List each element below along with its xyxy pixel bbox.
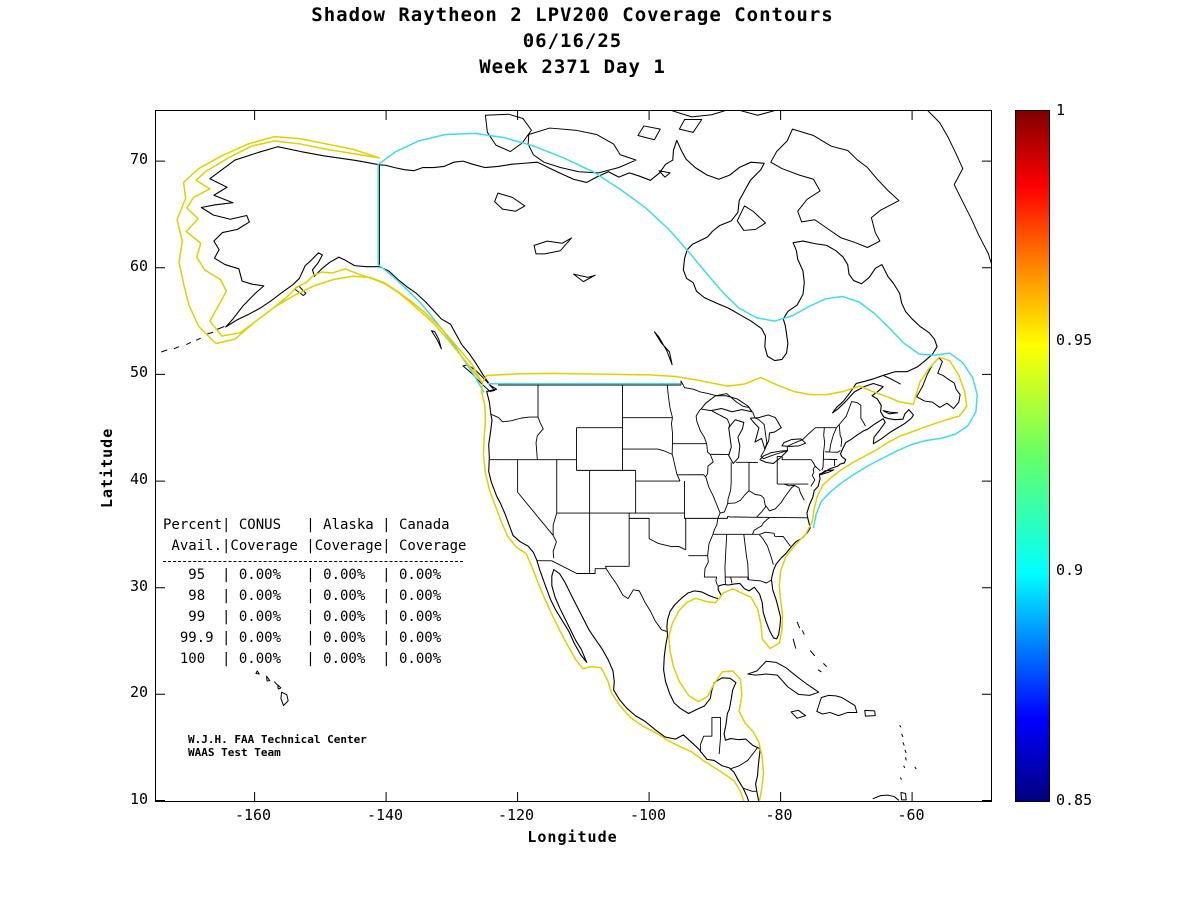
colorbar: [1015, 110, 1050, 802]
y-axis-label: Latitude: [98, 427, 116, 508]
contour-level-090: [378, 133, 977, 528]
availability-table-rows: 95 | 0.00% | 0.00% | 0.00% 98 | 0.00% | …: [163, 565, 466, 670]
x-tick-label: -60: [897, 806, 925, 824]
islands-path: [161, 111, 991, 800]
y-tick-label: 70: [129, 150, 148, 168]
great-lakes-path: [495, 193, 806, 463]
table-row: 99 | 0.00% | 0.00% | 0.00%: [163, 609, 442, 625]
state-borders-path: [380, 165, 866, 792]
credit-block: W.J.H. FAA Technical Center WAAS Test Te…: [188, 733, 367, 759]
table-row: 98 | 0.00% | 0.00% | 0.00%: [163, 588, 442, 604]
table-dashed-separator: [163, 561, 463, 562]
y-tick-label: 10: [129, 790, 148, 808]
colorbar-gradient: [1016, 111, 1049, 801]
availability-table: Percent| CONUS | Alaska | Canada Avail.|…: [163, 515, 466, 670]
y-tick-label: 60: [129, 257, 148, 275]
title-line-1: Shadow Raytheon 2 LPV200 Coverage Contou…: [311, 4, 834, 26]
table-header-line-1: Percent| CONUS | Alaska | Canada: [163, 517, 450, 533]
title-line-2: 06/16/25: [522, 30, 623, 52]
colorbar-tick-label: 0.9: [1056, 561, 1084, 579]
y-tick-label: 40: [129, 470, 148, 488]
x-axis-label: Longitude: [527, 828, 618, 846]
table-row: 100 | 0.00% | 0.00% | 0.00%: [163, 651, 442, 667]
x-tick-label: -160: [234, 806, 272, 824]
y-tick-label: 20: [129, 683, 148, 701]
x-tick-label: -80: [765, 806, 793, 824]
colorbar-tick-label: 0.95: [1056, 331, 1093, 349]
y-tick-label: 50: [129, 363, 148, 381]
contour-level-095: [177, 137, 967, 801]
colorbar-tick-label: 1: [1056, 101, 1066, 119]
table-header-line-2: Avail.|Coverage |Coverage| Coverage: [163, 538, 467, 554]
colorbar-tick-label: 0.85: [1056, 791, 1093, 809]
table-row: 95 | 0.00% | 0.00% | 0.00%: [163, 567, 442, 583]
x-tick-label: -100: [629, 806, 667, 824]
table-row: 99.9 | 0.00% | 0.00% | 0.00%: [163, 630, 442, 646]
credit-line-2: WAAS Test Team: [188, 746, 281, 759]
plot-area: Percent| CONUS | Alaska | Canada Avail.|…: [155, 110, 992, 802]
map-svg: [156, 111, 991, 801]
credit-line-1: W.J.H. FAA Technical Center: [188, 733, 367, 746]
x-tick-label: -120: [497, 806, 535, 824]
title-line-3: Week 2371 Day 1: [479, 56, 666, 78]
axis-tick-marks: [156, 111, 991, 801]
y-tick-label: 30: [129, 577, 148, 595]
x-tick-label: -140: [366, 806, 404, 824]
geo-layer: [161, 111, 991, 801]
coastline-path: [201, 140, 937, 801]
title-block: Shadow Raytheon 2 LPV200 Coverage Contou…: [155, 2, 990, 80]
